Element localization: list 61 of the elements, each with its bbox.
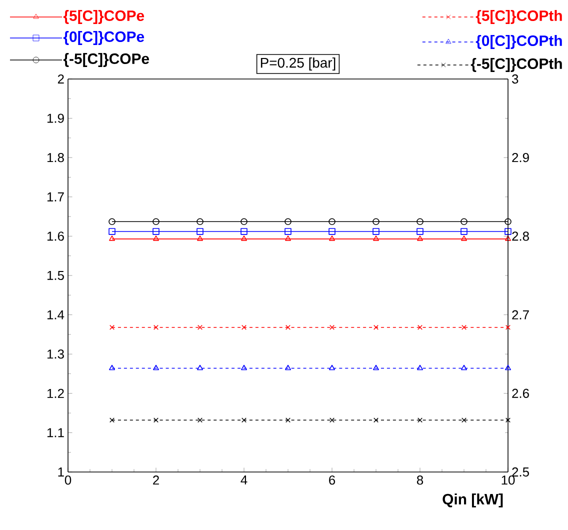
y2-tick-label: 2.7 [512, 310, 529, 320]
point [241, 324, 247, 330]
point [241, 364, 247, 370]
y-tick-label: 1.3 [47, 349, 64, 359]
y-tick-label: 1.8 [47, 152, 64, 162]
x-tick-label: 6 [329, 476, 336, 485]
point [461, 418, 467, 423]
point [153, 324, 159, 330]
x-tick-label: 10 [502, 476, 515, 485]
y-tick-label: 1 [58, 468, 64, 476]
point [241, 418, 247, 423]
point [197, 364, 203, 370]
point [285, 364, 291, 370]
point [373, 324, 379, 330]
point [461, 364, 467, 370]
x-tick-label: 4 [240, 476, 248, 484]
point [417, 324, 423, 330]
y-tick-label: 1.4 [47, 310, 64, 320]
x-tick-label: 0 [64, 476, 72, 485]
point [197, 324, 203, 330]
y-tick-label: 1.7 [47, 192, 64, 202]
point [109, 418, 115, 423]
point [285, 324, 291, 330]
y-tick-label: 1.5 [47, 270, 64, 280]
point [461, 324, 467, 330]
legend-label: {-5[C]}COPth [470, 58, 562, 72]
point [417, 418, 423, 423]
x-tick-label: 8 [416, 476, 424, 485]
point [285, 418, 291, 423]
point [505, 418, 511, 423]
point [329, 418, 335, 423]
y-tick-label: 2 [58, 74, 64, 84]
y2-tick-label: 3 [512, 74, 518, 84]
point [373, 364, 379, 370]
point [109, 364, 115, 370]
y2-tick-label: 2.5 [512, 467, 529, 477]
x-tick-label: 2 [153, 476, 159, 485]
point [109, 324, 115, 330]
x-axis-title: Qin [kW] [442, 494, 503, 508]
legend-label: {-5[C]}COPe [63, 53, 150, 67]
text: P=0.25 [bar] [260, 57, 336, 70]
y2-tick-label: 2.8 [512, 232, 529, 241]
point [329, 324, 335, 330]
point [329, 364, 335, 370]
legend-label: {0[C]}COPe [63, 31, 144, 45]
legend-label: {5[C]}COPth [476, 10, 562, 24]
y-tick-label: 1.9 [47, 114, 64, 123]
point [417, 364, 423, 370]
y2-tick-label: 2.6 [512, 388, 529, 398]
y-tick-label: 1.1 [47, 428, 64, 438]
point [153, 418, 159, 423]
point [505, 364, 511, 370]
point [197, 418, 203, 423]
y-tick-label: 1.2 [47, 388, 64, 398]
y2-tick-label: 2.9 [512, 153, 529, 162]
legend-label: {5[C]}COPe [63, 10, 144, 24]
point [373, 418, 379, 423]
point [153, 364, 159, 370]
legend-label: {0[C]}COPth [476, 35, 562, 49]
y-tick-label: 1.6 [47, 232, 64, 241]
point [505, 324, 511, 330]
